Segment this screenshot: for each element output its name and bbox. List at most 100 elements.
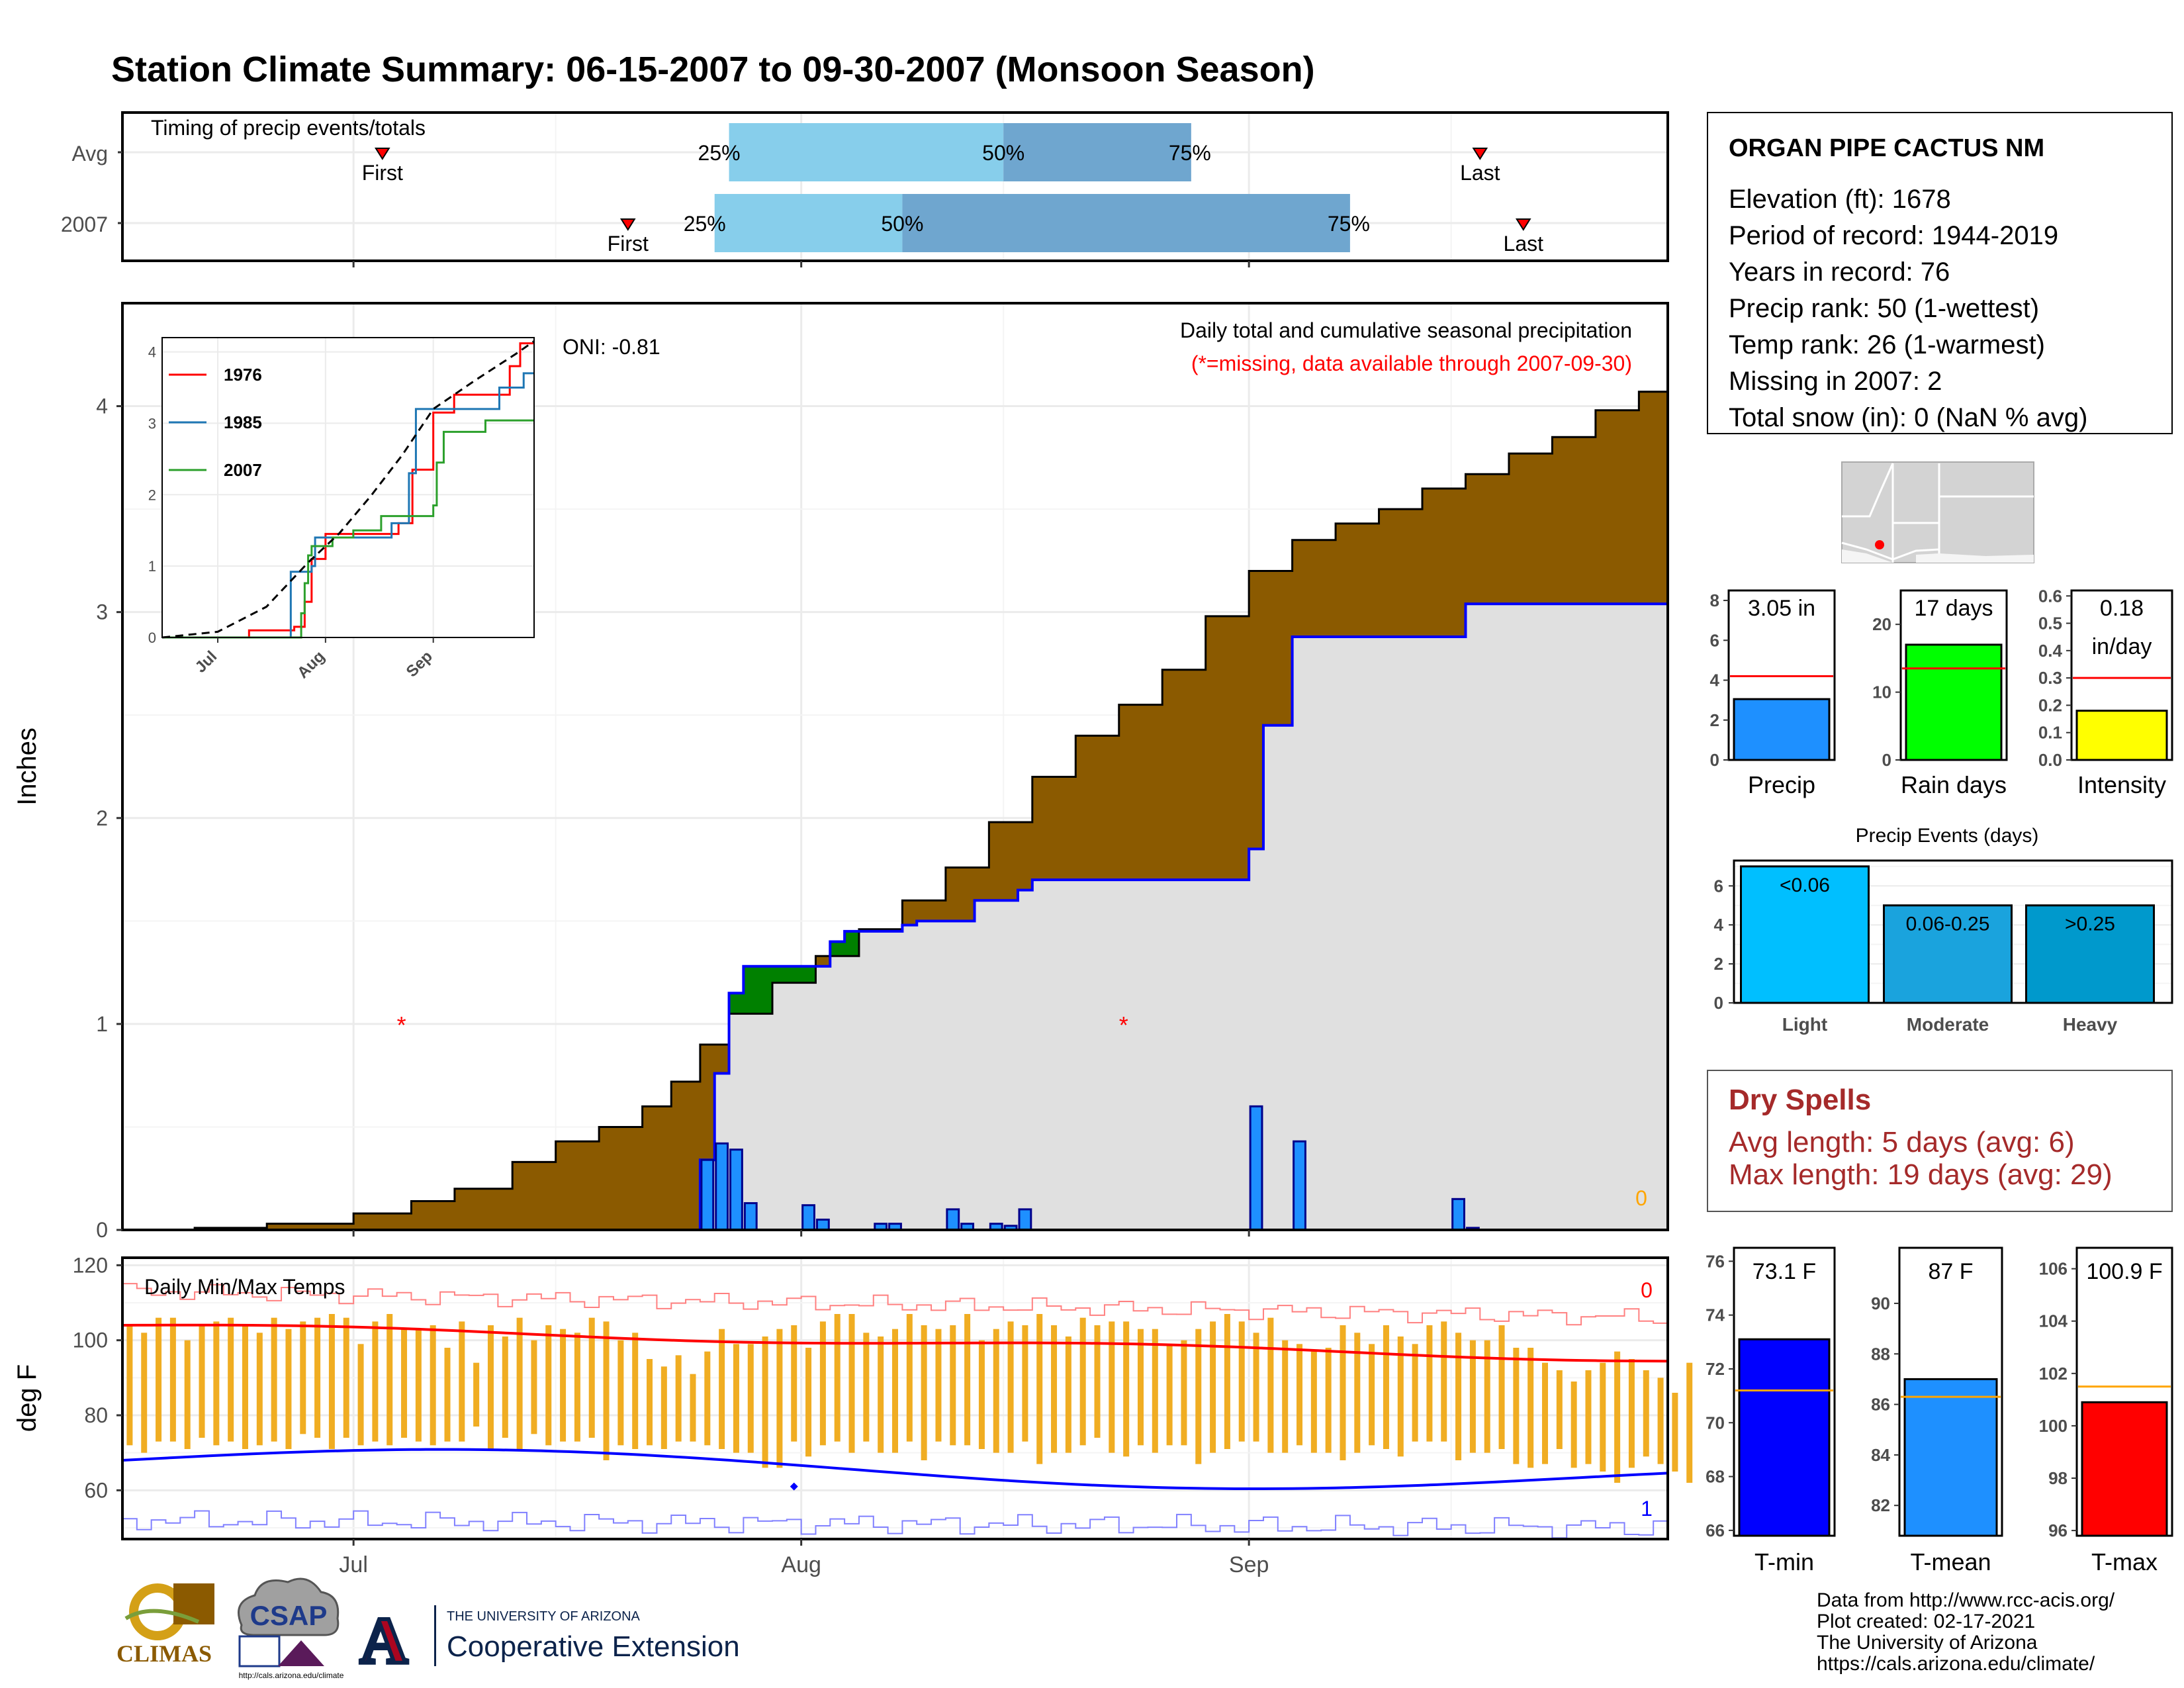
temp-lines: [122, 1283, 1668, 1539]
temp-daily-bar-71: [1152, 1329, 1158, 1453]
info-line-temp-rank: Temp rank: 26 (1-warmest): [1729, 330, 2045, 359]
events-bar-label-2: >0.25: [2065, 914, 2115, 935]
precip-observed-fill-segment: [873, 931, 889, 1230]
precip-observed-fill-segment: [772, 982, 788, 1230]
events-bar-label-0: <0.06: [1780, 874, 1830, 896]
precip-observed-fill-segment: [1118, 880, 1134, 1230]
events-category-label-2: Heavy: [2063, 1014, 2118, 1035]
temp-bar-y-tick-label-2-0: 96: [2048, 1521, 2068, 1540]
precip-observed-fill-segment: [1017, 890, 1033, 1230]
temp-daily-bar-16: [357, 1344, 364, 1446]
temp-y-tick-label-2: 100: [73, 1329, 108, 1352]
seasonal-summary-bars: 0 2 4 6 8 3.05 in Precip 0 10 20 17 days Rain days 0…: [1710, 586, 2173, 798]
precip-observed-fill-segment: [1306, 637, 1322, 1230]
temp-y-tick-label-3: 120: [73, 1253, 108, 1277]
temp-daily-bar-44: [762, 1336, 768, 1468]
temp-daily-bar-3: [169, 1317, 176, 1442]
info-line-snow: Total snow (in): 0 (NaN % avg): [1729, 403, 2087, 432]
precip-observed-fill-segment: [1292, 637, 1307, 1230]
temp-bar-y-tick-label-0-3: 72: [1706, 1359, 1725, 1379]
temp-daily-bar-56: [935, 1329, 942, 1442]
temp-daily-bar-53: [892, 1329, 898, 1453]
temp-daily-bar-42: [733, 1344, 739, 1453]
station-name: ORGAN PIPE CACTUS NM: [1729, 134, 2044, 162]
map-state-borders: [1841, 463, 2034, 563]
temp-bar-y-tick-label-2-5: 106: [2039, 1259, 2068, 1279]
precip-observed-fill-segment: [830, 956, 845, 1230]
temp-daily-bar-38: [675, 1355, 682, 1442]
precip-observed-fill-segment: [1046, 880, 1062, 1230]
mini-bar-0: [1733, 698, 1831, 761]
temp-daily-bar-83: [1325, 1348, 1332, 1453]
temp-y-tick-label-1: 80: [84, 1403, 108, 1427]
temp-record-high-line: [122, 1283, 1668, 1326]
temp-daily-bar-1: [141, 1333, 148, 1453]
timing-row-label-2007: 2007: [61, 212, 108, 236]
temp-count-top: 0: [1641, 1278, 1653, 1302]
events-bar-label-1: 0.06-0.25: [1906, 914, 1990, 935]
precip-observed-fill-segment: [1061, 880, 1076, 1230]
precip-observed-fill-segment: [1408, 637, 1423, 1230]
events-y-tick-label-1: 2: [1714, 954, 1723, 974]
csap-mountain-icon: [278, 1640, 324, 1666]
temp-daily-bar-65: [1065, 1336, 1071, 1453]
precip-observed-fill-segment: [858, 931, 874, 1230]
mini-value-text2-2: in/day: [2092, 634, 2152, 659]
temp-daily-bar-26: [502, 1336, 508, 1438]
precip-observed-fill-segment: [1162, 880, 1177, 1230]
timing-q25-label-0: 25%: [698, 141, 741, 165]
mini-y-tick-label-2-1: 0.1: [2038, 723, 2062, 743]
precip-observed-fill-segment: [1480, 604, 1495, 1230]
precip-avg-cumulative-line: [122, 391, 1668, 1231]
precip-observed-fill-segment: [931, 921, 946, 1230]
precip-daily-bar-4: [801, 1204, 815, 1231]
events-bar-2: [2025, 904, 2155, 1004]
precip-excess-segment: [786, 966, 802, 983]
temp-bar-category-label-2: T-max: [2091, 1548, 2158, 1575]
temp-daily-bar-8: [242, 1325, 248, 1449]
precip-observed-fill-segment: [758, 1013, 773, 1230]
temp-x-tick-label-2: Sep: [1229, 1552, 1269, 1577]
station-info-frame: [1707, 112, 2173, 434]
temp-bar-category-label-1: T-mean: [1910, 1548, 1991, 1575]
precip-observed-fill-segment: [1567, 604, 1582, 1230]
temp-daily-bar-92: [1455, 1333, 1462, 1460]
temp-daily-bar-97: [1527, 1348, 1534, 1468]
ua-small-text: THE UNIVERSITY OF ARIZONA: [447, 1609, 641, 1624]
timing-q50-label-0: 50%: [982, 141, 1024, 165]
temp-bar-y-tick-label-1-0: 82: [1871, 1495, 1890, 1515]
precip-daily-bar-14: [1293, 1140, 1306, 1231]
climas-logo: CLIMAS: [116, 1583, 214, 1667]
temp-bar-y-tick-label-0-1: 68: [1706, 1467, 1725, 1487]
temp-daily-bar-20: [415, 1329, 422, 1442]
mini-value-text-2: 0.18: [2100, 596, 2144, 621]
temp-daily-bar-0: [126, 1325, 133, 1446]
timing-last-marker-0: [1472, 148, 1488, 160]
precip-observed-fill-segment: [801, 982, 816, 1230]
precip-excess-segment: [729, 993, 744, 1014]
mini-category-label-2: Intensity: [2077, 771, 2166, 798]
temp-daily-bar-70: [1137, 1329, 1144, 1446]
precip-y-tick-label-3: 3: [96, 600, 108, 624]
temp-bar-0: [1738, 1338, 1831, 1537]
timing-bar-early-0: [729, 123, 1004, 181]
events-category-label-1: Moderate: [1907, 1014, 1989, 1035]
mini-category-label-1: Rain days: [1901, 771, 2007, 798]
precip-observed-fill-segment: [1336, 637, 1351, 1230]
precip-observed-fill-segment: [887, 931, 903, 1230]
temp-daily-bar-37: [660, 1366, 667, 1449]
ua-logo: A THE UNIVERSITY OF ARIZONA Cooperative …: [358, 1602, 740, 1679]
temp-daily-bar-32: [588, 1317, 595, 1438]
timing-q75-label-0: 75%: [1169, 141, 1211, 165]
csap-logo-text: CSAP: [250, 1600, 328, 1631]
temp-daily-bar-6: [213, 1321, 220, 1446]
mini-value-text-0: 3.05 in: [1748, 596, 1815, 621]
temp-daily-bar-77: [1238, 1321, 1245, 1442]
precip-observed-fill-segment: [989, 900, 1004, 1230]
precip-observed-fill-segment: [1465, 604, 1480, 1230]
timing-title: Timing of precip events/totals: [151, 116, 426, 140]
temp-daily-bar-21: [430, 1325, 436, 1446]
mini-y-tick-label-0-1: 2: [1710, 710, 1719, 730]
events-y-tick-label-0: 0: [1714, 993, 1723, 1013]
temp-daily-bar-35: [632, 1333, 639, 1449]
